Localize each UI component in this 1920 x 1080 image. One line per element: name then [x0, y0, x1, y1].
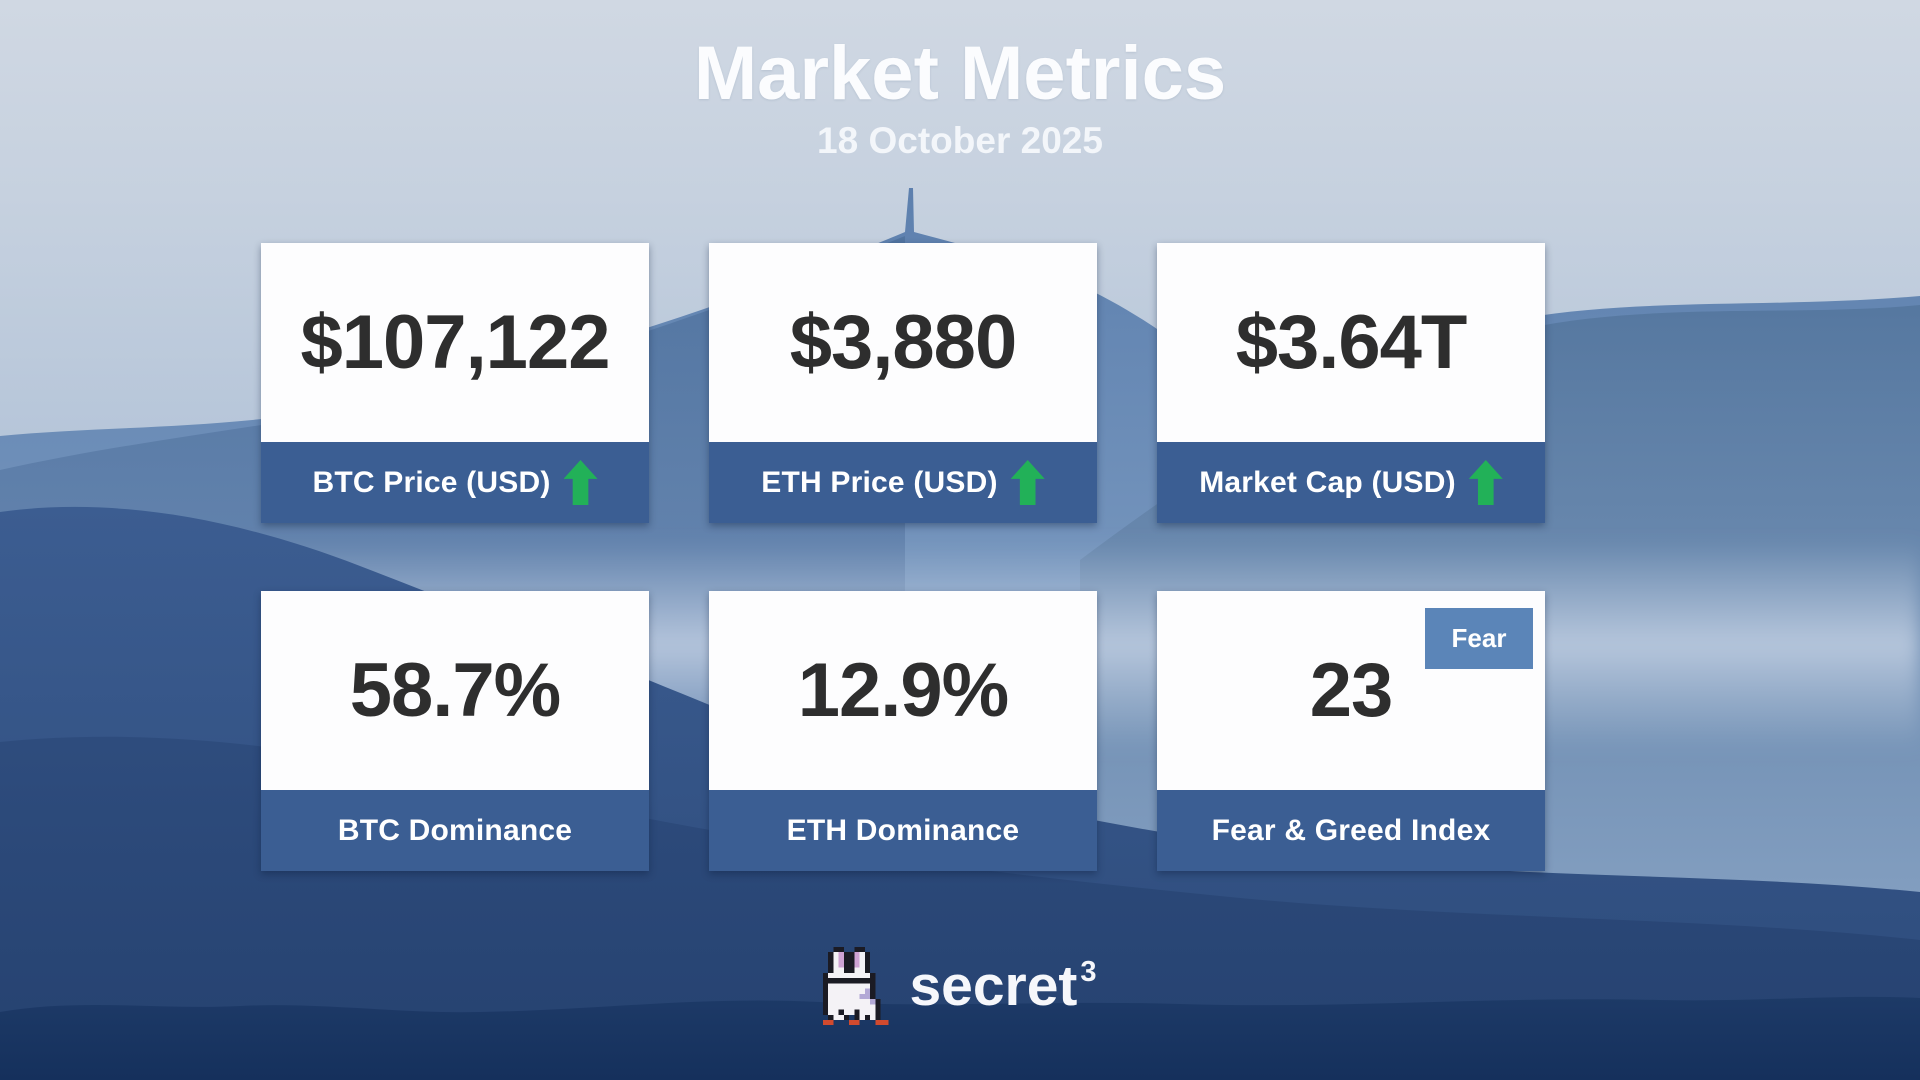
page-title: Market Metrics — [693, 31, 1227, 116]
metric-label-bar: Market Cap (USD) — [1157, 442, 1545, 523]
metric-value: $3,880 — [789, 300, 1017, 385]
page-date: 18 October 2025 — [817, 119, 1103, 161]
brand-footer: secret 3 — [0, 940, 1920, 1032]
metric-card-eth-dominance: 12.9% ETH Dominance — [709, 591, 1097, 871]
metric-label-bar: BTC Price (USD) — [261, 442, 649, 523]
metric-value-area: Fear 23 — [1157, 591, 1545, 790]
trend-up-arrow-icon — [563, 460, 598, 505]
metric-label: ETH Price (USD) — [761, 465, 998, 499]
metric-label: BTC Dominance — [337, 813, 573, 847]
header: Market Metrics 18 October 2025 — [0, 34, 1920, 162]
metrics-grid: $107,122 BTC Price (USD) $3,880 ETH Pric… — [261, 243, 1545, 871]
pixel-rabbit-icon — [823, 946, 889, 1026]
metric-value-area: 12.9% — [709, 591, 1097, 790]
brand-superscript: 3 — [1080, 955, 1097, 988]
metric-label-bar: ETH Price (USD) — [709, 442, 1097, 523]
forest-silhouette — [0, 996, 1920, 1080]
metric-value-area: 58.7% — [261, 591, 649, 790]
brand-wordmark: secret 3 — [909, 955, 1097, 1015]
trend-up-arrow-icon — [1010, 460, 1045, 505]
metric-value-area: $3,880 — [709, 243, 1097, 442]
metric-value: $3.64T — [1235, 300, 1468, 385]
metric-label: BTC Price (USD) — [312, 465, 551, 499]
sentiment-badge: Fear — [1425, 608, 1533, 669]
brand-name: secret — [909, 953, 1078, 1018]
metric-label-bar: ETH Dominance — [709, 790, 1097, 871]
metric-label: Fear & Greed Index — [1211, 813, 1491, 847]
metric-card-fear-greed: Fear 23 Fear & Greed Index — [1157, 591, 1545, 871]
metric-card-market-cap: $3.64T Market Cap (USD) — [1157, 243, 1545, 523]
metric-card-btc-dominance: 58.7% BTC Dominance — [261, 591, 649, 871]
metric-value: 58.7% — [349, 648, 561, 733]
metric-label: Market Cap (USD) — [1199, 465, 1456, 499]
metric-label: ETH Dominance — [786, 813, 1020, 847]
metric-label-bar: Fear & Greed Index — [1157, 790, 1545, 871]
metric-value-area: $107,122 — [261, 243, 649, 442]
metric-value-area: $3.64T — [1157, 243, 1545, 442]
metric-value: 12.9% — [797, 648, 1009, 733]
metric-card-btc-price: $107,122 BTC Price (USD) — [261, 243, 649, 523]
trend-up-arrow-icon — [1468, 460, 1503, 505]
metric-label-bar: BTC Dominance — [261, 790, 649, 871]
metric-card-eth-price: $3,880 ETH Price (USD) — [709, 243, 1097, 523]
metric-value: 23 — [1309, 648, 1394, 733]
metric-value: $107,122 — [300, 300, 611, 385]
